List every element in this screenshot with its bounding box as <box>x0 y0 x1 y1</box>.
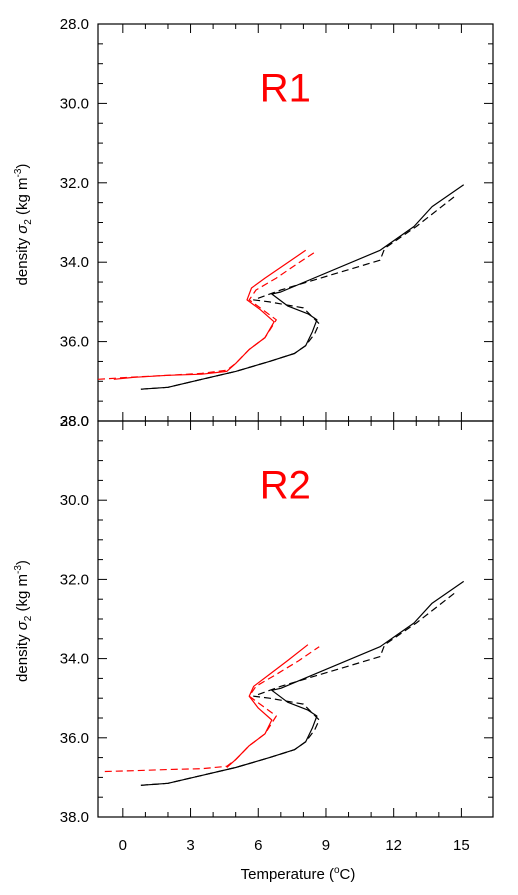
x-axis-label: Temperature (oC) <box>241 865 356 883</box>
y-tick-label: 36.0 <box>60 334 89 351</box>
x-tick-label: 0 <box>119 837 127 854</box>
y-axis-label-symbol: σ <box>14 224 31 234</box>
y-tick-label: 32.0 <box>60 571 89 588</box>
y-axis-label-units-exponent: -3 <box>13 168 24 177</box>
x-tick-label: 3 <box>186 837 194 854</box>
x-tick-label: 15 <box>453 837 470 854</box>
x-tick-label: 9 <box>322 837 330 854</box>
y-tick-label: 30.0 <box>60 95 89 112</box>
y-axis-label-text: density <box>14 630 31 682</box>
series-group <box>104 580 465 786</box>
red-solid-series-line <box>113 249 307 380</box>
black-solid-series-line <box>140 184 465 390</box>
x-axis-label-degree: o <box>334 865 340 876</box>
black-solid-series-line <box>140 580 465 786</box>
x-axis: 0 3 6 9 12 15 <box>119 837 470 854</box>
x-tick-label: 6 <box>254 837 262 854</box>
y-axis-label-text: density <box>14 234 31 286</box>
panel-r2: 28.0 30.0 32.0 34.0 36.0 38.0 density σ2 (kg m… <box>13 413 494 826</box>
y-axis-label-units: (kg m <box>14 177 31 219</box>
y-tick-label: 36.0 <box>60 730 89 747</box>
black-dashed-series-line <box>140 590 458 786</box>
panel-title: R2 <box>260 463 311 507</box>
black-dashed-series-line <box>140 194 458 390</box>
x-axis-label-unit: C) <box>340 866 356 883</box>
y-axis-label-subscript: 2 <box>23 615 34 621</box>
y-axis-label-units: (kg m <box>14 574 31 616</box>
y-axis-label: density σ2 (kg m-3) <box>13 164 34 286</box>
y-tick-label: 30.0 <box>60 492 89 509</box>
y-tick-label: 38.0 <box>60 413 89 430</box>
y-tick-label: 28.0 <box>60 16 89 33</box>
y-tick-label: 34.0 <box>60 651 89 668</box>
y-tick-label: 34.0 <box>60 254 89 271</box>
y-axis-label: density σ2 (kg m-3) <box>13 560 34 682</box>
red-dashed-series-line <box>104 646 320 773</box>
y-axis-label-subscript: 2 <box>23 219 34 225</box>
y-axis-label-symbol: σ <box>14 620 31 630</box>
y-axis-label-units-end: ) <box>14 164 31 169</box>
x-axis-label-text: Temperature ( <box>241 866 334 883</box>
series-group <box>98 184 465 390</box>
x-tick-label: 12 <box>385 837 402 854</box>
y-tick-label: 38.0 <box>60 809 89 826</box>
y-tick-label: 28.0 <box>60 413 89 430</box>
panel-r1: 28.0 30.0 32.0 34.0 36.0 38.0 density σ2 (kg m… <box>13 16 494 430</box>
red-dashed-series-line <box>98 251 316 380</box>
panel-title: R1 <box>260 67 311 111</box>
y-tick-label: 32.0 <box>60 175 89 192</box>
y-axis-label-units-exponent: -3 <box>13 565 24 574</box>
y-axis-label-units-end: ) <box>14 560 31 565</box>
